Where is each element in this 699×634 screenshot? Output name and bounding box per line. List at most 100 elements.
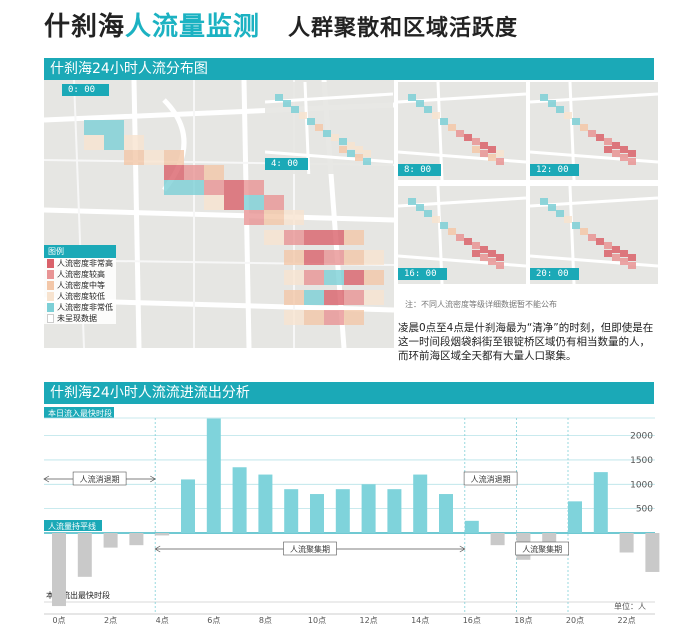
legend-item: 人流密度较高	[44, 269, 116, 280]
heat-cell	[224, 180, 244, 195]
heat-cell	[304, 230, 324, 245]
heat-cell	[620, 154, 628, 161]
heat-cell	[363, 158, 371, 165]
map-description: 凌晨0点至4点是什刹海最为“清净”的时刻，但即使是在这一时间段烟袋斜街至银锭桥区…	[398, 322, 654, 362]
x-tick-label: 2点	[104, 616, 117, 625]
heat-cell	[283, 100, 291, 107]
section2-heading: 什刹海24小时人流流进流出分析	[44, 382, 654, 404]
y-tick-label: 2000	[630, 432, 653, 442]
heat-cell	[124, 150, 144, 165]
heat-cell	[244, 195, 264, 210]
y-tick-label: 1500	[630, 456, 653, 466]
heat-cell	[284, 310, 304, 325]
flow-bar	[129, 533, 144, 546]
heat-cell	[299, 112, 307, 119]
heat-cell	[275, 94, 283, 101]
flow-bar	[310, 494, 324, 533]
heat-cell	[488, 258, 496, 265]
heat-cell	[472, 138, 480, 145]
page-title: 什刹海 人流量监测 人群聚散和区域活跃度	[44, 6, 518, 46]
heat-cell	[572, 118, 580, 125]
flow-bar	[361, 484, 376, 533]
heat-cell	[416, 204, 424, 211]
flow-bar	[77, 533, 92, 577]
title-accent: 人流量监测	[125, 12, 261, 42]
heat-cell	[184, 180, 204, 195]
heat-cell	[264, 230, 284, 245]
heat-cell	[339, 138, 347, 145]
heat-cell	[480, 150, 488, 157]
heat-cell	[596, 134, 604, 141]
heat-cell	[291, 106, 299, 113]
y-tick-label: 500	[636, 505, 653, 515]
flow-bar	[593, 472, 608, 533]
heat-cell	[324, 230, 344, 245]
heat-cell	[416, 100, 424, 107]
heat-cell	[588, 130, 596, 137]
chart-axis: 500 1000 1500 2000 0点 2点 4点 6点 8点 10点 12点 14点 16点 18点…	[44, 432, 655, 625]
heat-cell	[284, 250, 304, 265]
small-map-svg	[530, 82, 658, 180]
time-label-12: 12: 00	[530, 164, 579, 176]
heat-cell	[564, 216, 572, 223]
heat-cell	[344, 230, 364, 245]
flow-bar	[181, 479, 195, 533]
heat-cell	[556, 210, 564, 217]
small-map-svg	[398, 186, 526, 284]
heat-cell	[324, 250, 344, 265]
heat-cell	[488, 250, 496, 257]
legend-item: 人流密度非常高	[44, 258, 116, 269]
heat-cell	[464, 134, 472, 141]
time-label-4: 4: 00	[265, 158, 309, 170]
heat-cell	[612, 150, 620, 157]
heat-cell	[612, 246, 620, 253]
period-label: 人流聚集期	[522, 544, 562, 554]
period-label-box	[72, 471, 127, 486]
x-tick-label: 18点	[514, 616, 532, 625]
heat-cell	[347, 142, 355, 149]
flow-bar	[490, 533, 505, 546]
heat-cell	[604, 242, 612, 249]
x-tick-label: 12点	[360, 616, 378, 625]
x-tick-label: 4点	[156, 616, 169, 625]
heat-cell	[284, 210, 304, 225]
legend-item: 未呈现数据	[44, 313, 116, 324]
small-map-svg	[398, 82, 526, 180]
flow-bar	[619, 533, 634, 553]
time-label-20: 20: 00	[530, 268, 579, 280]
y-tick-label: 1000	[630, 480, 653, 490]
inflow-label-bg	[44, 407, 114, 418]
heat-cell	[612, 142, 620, 149]
heat-cell	[488, 154, 496, 161]
heat-cell	[488, 146, 496, 153]
heat-cell	[244, 210, 264, 225]
title-main: 什刹海	[44, 12, 126, 42]
period-label-box	[463, 471, 518, 486]
heat-cell	[304, 310, 324, 325]
heat-cell	[331, 134, 339, 141]
title-sub: 人群聚散和区域活跃度	[288, 16, 519, 41]
heat-cell	[540, 198, 548, 205]
heat-cell	[628, 158, 636, 165]
heat-cell	[480, 246, 488, 253]
heat-cell	[424, 106, 432, 113]
small-map-svg	[530, 186, 658, 284]
heat-cell	[588, 234, 596, 241]
legend-item: 人流密度较低	[44, 291, 116, 302]
x-tick-label: 0点	[52, 616, 65, 625]
heat-cell	[480, 142, 488, 149]
heat-cell	[324, 270, 344, 285]
flow-bar	[52, 533, 66, 607]
map-note: 注：不同人流密度等级详细数据暂不能公布	[405, 300, 557, 309]
heat-cell	[364, 290, 384, 305]
heat-cell	[580, 228, 588, 235]
heat-cell	[364, 250, 384, 265]
heatmap-8h: 8: 00	[398, 82, 526, 180]
heat-cell	[472, 242, 480, 249]
heat-cell	[540, 94, 548, 101]
heatmap-16h: 16: 00	[398, 186, 526, 284]
heat-cell	[424, 210, 432, 217]
heat-cell	[408, 94, 416, 101]
outflow-label: 本日流出最快时段	[46, 590, 110, 600]
heat-cell	[104, 135, 124, 150]
